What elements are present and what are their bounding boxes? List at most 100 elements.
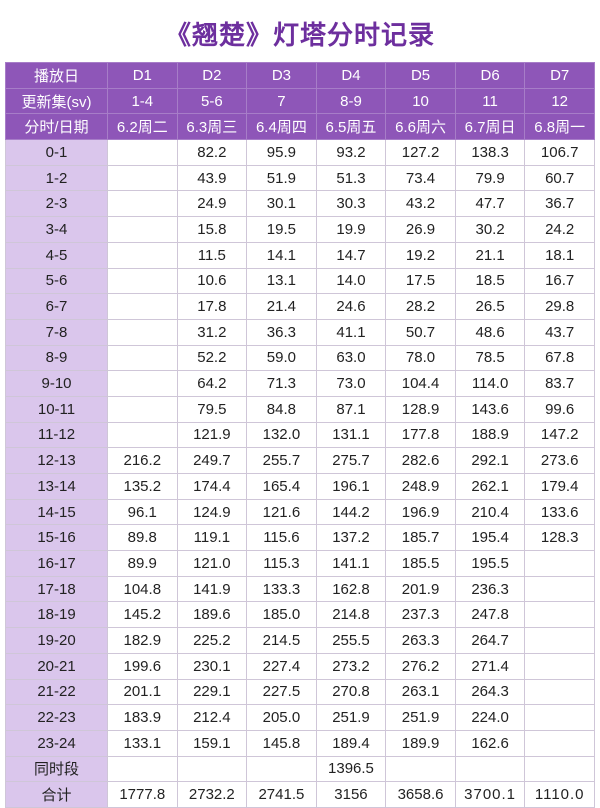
value-cell: 18.5 [454,267,526,295]
value-cell [107,293,178,320]
value-cell: 26.5 [454,293,526,320]
hour-label: 21-22 [5,678,108,706]
value-cell: 121.9 [176,421,248,449]
same-period-label: 同时段 [5,755,108,783]
value-cell [107,241,178,269]
value-cell [107,164,178,192]
value-cell: 51.3 [315,164,387,192]
value-cell [107,318,178,346]
header-cell: D6 [454,62,526,89]
hour-label: 4-5 [5,241,108,269]
value-cell: 30.1 [246,190,317,218]
value-cell: 24.6 [315,293,387,320]
same-period-cell [454,755,526,783]
value-cell: 89.8 [107,524,178,552]
value-cell: 189.4 [315,729,387,757]
value-cell: 28.2 [385,293,456,320]
table-row: 20-21 199.6 230.1 227.4 273.2 276.2 271.4 [5,652,595,680]
value-cell: 147.2 [524,421,595,449]
value-cell: 199.6 [107,652,178,680]
value-cell: 201.1 [107,678,178,706]
header-cell: 6.8周一 [524,113,595,141]
total-cell: 2741.5 [246,781,317,808]
header-cell: 11 [454,87,526,115]
value-cell: 144.2 [315,498,387,526]
hour-label: 20-21 [5,652,108,680]
value-cell: 24.9 [176,190,248,218]
value-cell: 273.6 [524,447,595,474]
value-cell: 36.7 [524,190,595,218]
table-row: 17-18 104.8 141.9 133.3 162.8 201.9 236.3 [5,575,595,603]
value-cell: 183.9 [107,704,178,731]
total-cell: 3156 [315,781,387,808]
hour-label: 8-9 [5,344,108,372]
header-cell: 6.4周四 [246,113,317,141]
value-cell: 51.9 [246,164,317,192]
value-cell: 133.3 [246,575,317,603]
hour-label: 23-24 [5,729,108,757]
value-cell: 128.9 [385,395,456,423]
value-cell: 121.6 [246,498,317,526]
value-cell: 237.3 [385,601,456,629]
value-cell: 185.5 [385,550,456,577]
value-cell: 26.9 [385,216,456,243]
value-cell: 282.6 [385,447,456,474]
value-cell: 78.5 [454,344,526,372]
total-cell: 3658.6 [385,781,456,808]
total-label: 合计 [5,781,108,808]
same-period-cell [385,755,456,783]
value-cell: 133.6 [524,498,595,526]
value-cell: 43.7 [524,318,595,346]
hour-label: 12-13 [5,447,108,474]
value-cell: 17.5 [385,267,456,295]
value-cell [107,190,178,218]
total-cell: 2732.2 [176,781,248,808]
value-cell: 214.5 [246,627,317,654]
header-cell: 6.5周五 [315,113,387,141]
value-cell: 162.6 [454,729,526,757]
value-cell: 263.1 [385,678,456,706]
value-cell: 59.0 [246,344,317,372]
value-cell: 114.0 [454,370,526,397]
total-cell: 1110.0 [524,781,595,808]
hour-label: 7-8 [5,318,108,346]
value-cell: 210.4 [454,498,526,526]
value-cell: 292.1 [454,447,526,474]
table-row: 15-16 89.8 119.1 115.6 137.2 185.7 195.4 128.3 [5,524,595,552]
value-cell: 138.3 [454,139,526,166]
value-cell: 95.9 [246,139,317,166]
hour-label: 1-2 [5,164,108,192]
value-cell: 162.8 [315,575,387,603]
table-row: 23-24 133.1 159.1 145.8 189.4 189.9 162.6 [5,729,595,757]
value-cell: 78.0 [385,344,456,372]
value-cell: 93.2 [315,139,387,166]
value-cell: 124.9 [176,498,248,526]
value-cell: 227.4 [246,652,317,680]
value-cell: 104.8 [107,575,178,603]
value-cell: 196.9 [385,498,456,526]
value-cell: 36.3 [246,318,317,346]
value-cell: 84.8 [246,395,317,423]
value-cell: 73.4 [385,164,456,192]
header-cell: D2 [176,62,248,89]
value-cell: 165.4 [246,473,317,500]
value-cell: 247.8 [454,601,526,629]
table-row: 21-22 201.1 229.1 227.5 270.8 263.1 264.3 [5,678,595,706]
value-cell: 264.7 [454,627,526,654]
header-cell: D5 [385,62,456,89]
value-cell [524,575,595,603]
value-cell: 24.2 [524,216,595,243]
table-row: 2-3 24.9 30.1 30.3 43.2 47.7 36.7 [5,190,595,218]
value-cell: 29.8 [524,293,595,320]
value-cell [524,704,595,731]
value-cell: 264.3 [454,678,526,706]
value-cell: 15.8 [176,216,248,243]
value-cell: 83.7 [524,370,595,397]
value-cell: 99.6 [524,395,595,423]
value-cell: 43.2 [385,190,456,218]
value-cell: 271.4 [454,652,526,680]
table-row: 19-20 182.9 225.2 214.5 255.5 263.3 264.7 [5,627,595,654]
value-cell: 67.8 [524,344,595,372]
value-cell: 182.9 [107,627,178,654]
table-row: 16-17 89.9 121.0 115.3 141.1 185.5 195.5 [5,550,595,577]
